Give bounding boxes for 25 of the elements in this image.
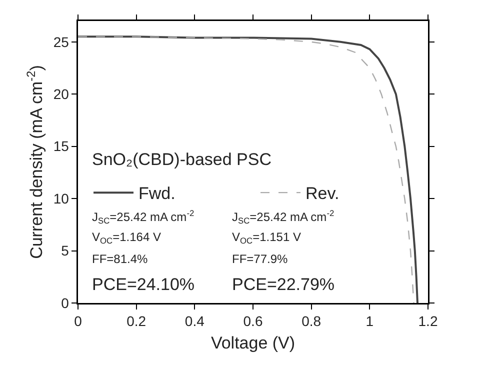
legend-label: Rev. bbox=[306, 184, 340, 204]
x-tick-label: 0.2 bbox=[126, 313, 146, 330]
y-tick-label: 5 bbox=[61, 242, 70, 259]
y-tick-label: 15 bbox=[53, 138, 70, 154]
annotation: V$_{OC}$=1.151 V bbox=[232, 230, 301, 246]
x-tick-label: 0.8 bbox=[302, 313, 322, 330]
annotation: J$_{SC}$=25.42 mA cm$^{-2}$ bbox=[232, 208, 334, 226]
x-tick-label: 1 bbox=[366, 313, 374, 330]
x-tick-label: 1.2 bbox=[418, 313, 438, 330]
annotation: PCE=24.10% bbox=[92, 275, 195, 294]
y-tick-label: 20 bbox=[53, 86, 70, 102]
x-tick-label: 0.6 bbox=[243, 313, 263, 330]
legend-label: Fwd. bbox=[138, 184, 176, 204]
annotation: FF=77.9% bbox=[232, 252, 288, 266]
annotation: SnO₂(CBD)-based PSC bbox=[92, 150, 272, 169]
y-tick-label: 10 bbox=[53, 190, 70, 206]
y-tick-label: 0 bbox=[61, 294, 70, 311]
x-tick-label: 0 bbox=[74, 313, 82, 330]
x-tick-label: 0.4 bbox=[184, 313, 205, 330]
annotation: J$_{SC}$=25.42 mA cm$^{-2}$ bbox=[92, 208, 194, 226]
x-axis-title: Voltage (V) bbox=[210, 333, 296, 352]
y-tick-label: 25 bbox=[53, 34, 70, 50]
annotation: V$_{OC}$=1.164 V bbox=[92, 230, 161, 246]
annotation: FF=81.4% bbox=[92, 252, 148, 266]
annotation: PCE=22.79% bbox=[232, 275, 335, 294]
